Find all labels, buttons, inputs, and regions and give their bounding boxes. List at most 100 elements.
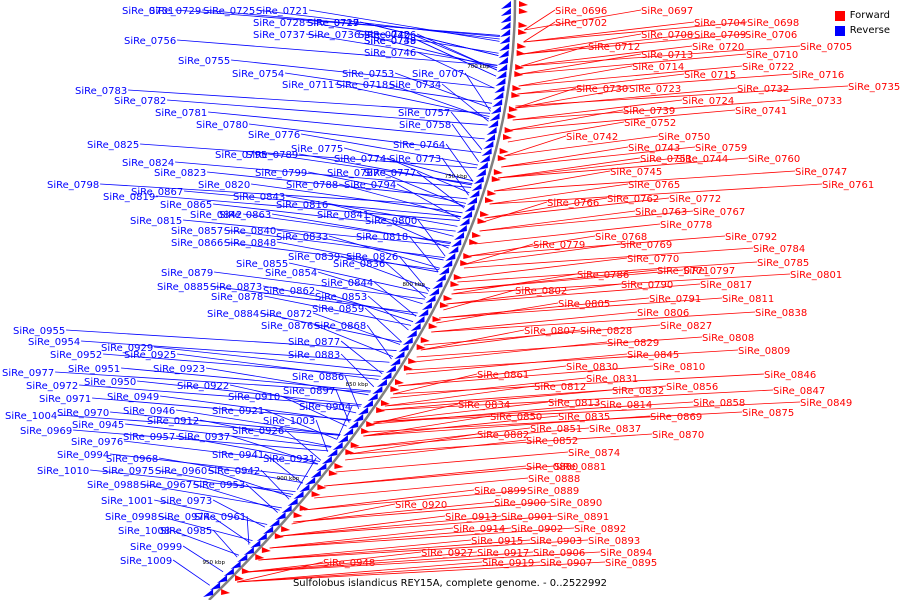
reverse-leader-line xyxy=(167,99,488,126)
forward-feature xyxy=(460,260,470,266)
forward-gene-label: SiRe_0784 xyxy=(753,244,805,255)
forward-gene-label: SiRe_0846 xyxy=(764,370,816,381)
forward-feature xyxy=(469,239,479,245)
forward-leader-line xyxy=(463,247,754,269)
reverse-leader-line xyxy=(296,457,317,490)
reverse-leader-line xyxy=(81,340,390,363)
forward-leader-line xyxy=(521,45,589,67)
forward-feature xyxy=(390,386,400,392)
reverse-leader-lines xyxy=(55,9,500,586)
forward-leader-line xyxy=(349,433,653,455)
forward-gene-label: SiRe_0698 xyxy=(747,18,799,29)
forward-gene-label: SiRe_0720 xyxy=(692,42,744,53)
reverse-gene-label: SiRe_0839 xyxy=(288,252,340,263)
reverse-feature xyxy=(305,477,316,485)
forward-gene-label: SiRe_0765 xyxy=(628,180,680,191)
forward-feature xyxy=(499,148,509,154)
forward-gene-label: SiRe_0732 xyxy=(737,84,789,95)
forward-leader-line xyxy=(524,9,642,31)
forward-feature xyxy=(350,442,360,448)
reverse-leader-line xyxy=(289,262,428,294)
reverse-gene-label: SiRe_0949 xyxy=(107,392,159,403)
reverse-feature xyxy=(390,358,401,366)
reverse-features xyxy=(203,1,511,597)
reverse-gene-label: SiRe_0737 xyxy=(253,30,305,41)
forward-leader-line xyxy=(314,477,529,499)
reverse-gene-label: SiRe_0844 xyxy=(321,278,373,289)
reverse-feature xyxy=(343,428,354,436)
forward-gene-label: SiRe_0712 xyxy=(588,42,640,53)
forward-feature xyxy=(293,512,303,518)
reverse-gene-label: SiRe_0897 xyxy=(283,386,335,397)
forward-leader-line xyxy=(514,87,577,109)
forward-feature xyxy=(261,547,271,553)
reverse-leader-line xyxy=(285,72,492,104)
forward-leader-line xyxy=(373,401,694,423)
forward-gene-label: SiRe_0851 xyxy=(530,424,582,435)
forward-gene-label: SiRe_0835 xyxy=(558,412,610,423)
reverse-feature xyxy=(327,449,338,457)
forward-gene-label: SiRe_0837 xyxy=(589,424,641,435)
reverse-gene-label: SiRe_0738 xyxy=(364,36,416,47)
forward-leader-line xyxy=(465,243,534,265)
forward-gene-label: SiRe_0831 xyxy=(586,374,638,385)
forward-leader-line xyxy=(518,65,743,87)
reverse-feature xyxy=(494,85,505,93)
forward-gene-label: SiRe_0807 xyxy=(524,326,576,337)
reverse-feature xyxy=(475,169,486,177)
reverse-leader-line xyxy=(230,384,357,414)
forward-leader-line xyxy=(291,503,396,525)
forward-feature xyxy=(311,491,321,497)
reverse-feature xyxy=(445,253,456,261)
reverse-leader-line xyxy=(328,235,440,269)
reverse-leader-line xyxy=(249,123,482,154)
reverse-gene-label: SiRe_0972 xyxy=(26,381,78,392)
reverse-gene-label: SiRe_0942 xyxy=(208,466,260,477)
forward-gene-label: SiRe_0763 xyxy=(635,207,687,218)
forward-feature xyxy=(453,274,463,280)
reverse-feature xyxy=(456,225,467,233)
forward-gene-label: SiRe_0724 xyxy=(682,96,734,107)
reverse-feature xyxy=(454,232,465,240)
forward-leader-line xyxy=(518,65,633,87)
legend-reverse: Reverse xyxy=(834,23,890,38)
forward-gene-label: SiRe_0709 xyxy=(694,30,746,41)
reverse-gene-label: SiRe_0910 xyxy=(228,392,280,403)
reverse-gene-label: SiRe_0952 xyxy=(50,350,102,361)
reverse-swatch xyxy=(834,25,845,36)
reverse-leader-line xyxy=(360,21,499,57)
reverse-gene-label: SiRe_0787 xyxy=(327,168,379,179)
reverse-gene-label: SiRe_0842 xyxy=(190,210,242,221)
reverse-leader-line xyxy=(92,397,352,421)
forward-leader-line xyxy=(453,269,684,291)
forward-leader-line xyxy=(523,21,556,43)
forward-feature xyxy=(518,22,528,28)
reverse-feature xyxy=(462,211,473,219)
reverse-leader-line xyxy=(464,72,491,112)
reverse-gene-label: SiRe_0946 xyxy=(123,406,175,417)
forward-leader-line xyxy=(465,243,621,265)
reverse-feature xyxy=(500,1,511,9)
reverse-gene-label: SiRe_1004 xyxy=(5,411,57,422)
reverse-leader-line xyxy=(338,183,462,218)
reverse-gene-label: SiRe_0823 xyxy=(154,168,206,179)
forward-leader-line xyxy=(517,73,685,95)
reverse-feature xyxy=(372,386,383,394)
forward-leader-line xyxy=(269,527,454,549)
forward-gene-label: SiRe_0927 xyxy=(421,548,473,559)
forward-leader-line xyxy=(393,373,765,395)
reverse-feature xyxy=(337,435,348,443)
forward-gene-label: SiRe_0714 xyxy=(632,62,684,73)
reverse-feature xyxy=(243,547,254,555)
forward-feature xyxy=(493,169,503,175)
reverse-feature xyxy=(442,260,453,268)
reverse-feature xyxy=(316,463,327,471)
forward-leader-line xyxy=(446,283,701,305)
reverse-feature xyxy=(498,50,509,58)
reverse-feature xyxy=(394,351,405,359)
reverse-feature xyxy=(448,246,459,254)
forward-feature xyxy=(508,106,518,112)
forward-leader-line xyxy=(501,146,629,168)
reverse-gene-label: SiRe_0951 xyxy=(68,364,120,375)
forward-feature xyxy=(512,85,522,91)
